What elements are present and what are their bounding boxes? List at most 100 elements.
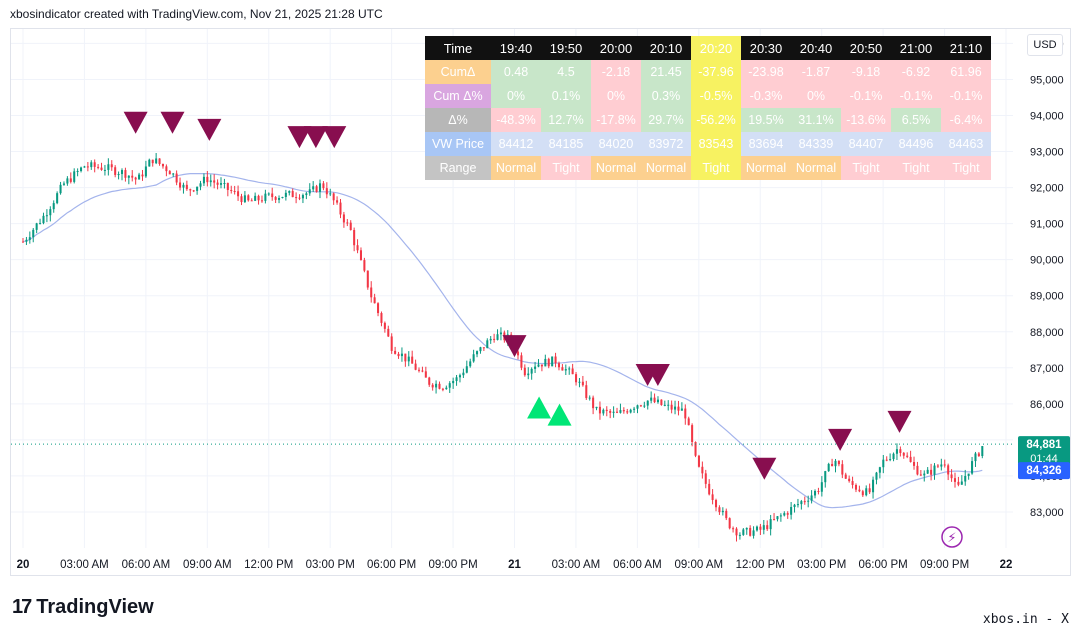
candle-body bbox=[25, 239, 28, 242]
candle-body bbox=[452, 380, 455, 384]
sell-signal-marker bbox=[887, 410, 912, 433]
candle-body bbox=[264, 193, 267, 201]
candle-body bbox=[800, 501, 803, 505]
table-cell: 84020 bbox=[591, 132, 641, 156]
candle-body bbox=[667, 404, 670, 406]
table-cell: 0.3% bbox=[641, 84, 691, 108]
candle-body bbox=[820, 482, 823, 492]
candle-body bbox=[237, 191, 240, 197]
candle-body bbox=[554, 356, 557, 364]
y-tick-label: 91,000 bbox=[1030, 219, 1064, 231]
table-header-time: 20:30 bbox=[741, 36, 791, 60]
candle-body bbox=[779, 515, 782, 517]
table-cell: -13.6% bbox=[841, 108, 891, 132]
table-cell: Tight bbox=[841, 156, 891, 180]
candle-body bbox=[615, 411, 619, 413]
candle-body bbox=[598, 406, 601, 414]
candle-body bbox=[882, 459, 885, 468]
table-cell: -37.96 bbox=[691, 60, 741, 84]
footer-credit: xbos.in - X bbox=[982, 612, 1069, 627]
candle-body bbox=[329, 193, 332, 195]
candle-body bbox=[773, 519, 776, 521]
candle-body bbox=[469, 361, 472, 367]
candle-body bbox=[674, 406, 677, 410]
candle-body bbox=[32, 229, 35, 238]
candle-body bbox=[547, 358, 550, 367]
candle-body bbox=[417, 369, 421, 371]
table-header-time: 19:50 bbox=[541, 36, 591, 60]
candle-body bbox=[288, 191, 291, 193]
candle-body bbox=[561, 367, 564, 371]
candle-body bbox=[356, 245, 359, 251]
candle-body bbox=[837, 460, 840, 465]
candle-body bbox=[39, 223, 42, 225]
table-row-label: Δ% bbox=[425, 108, 491, 132]
sell-signal-marker bbox=[287, 126, 312, 149]
candle-body bbox=[701, 466, 704, 474]
candle-body bbox=[42, 215, 45, 224]
candle-body bbox=[161, 163, 164, 167]
candle-countdown-label: 01:44 bbox=[1030, 453, 1058, 465]
x-tick-label: 12:00 PM bbox=[736, 559, 785, 571]
sell-signal-marker bbox=[123, 111, 148, 134]
candle-body bbox=[35, 223, 38, 230]
table-cell: -2.18 bbox=[591, 60, 641, 84]
candle-body bbox=[540, 364, 543, 367]
candle-body bbox=[103, 169, 106, 171]
candle-body bbox=[476, 351, 479, 355]
table-cell: Normal bbox=[491, 156, 541, 180]
table-cell: 4.5 bbox=[541, 60, 591, 84]
candle-body bbox=[602, 409, 605, 414]
candle-body bbox=[83, 166, 86, 168]
candle-body bbox=[390, 336, 393, 351]
candle-body bbox=[643, 405, 646, 407]
candle-body bbox=[332, 193, 335, 201]
x-tick-label: 03:00 PM bbox=[797, 559, 846, 571]
candle-body bbox=[56, 193, 59, 204]
last-price-label: 84,881 bbox=[1026, 439, 1062, 451]
candle-body bbox=[564, 369, 567, 371]
candle-body bbox=[148, 159, 151, 167]
delta-table: Time 19:40 19:50 20:00 20:10 20:20 20:30 20:40 2… bbox=[425, 36, 991, 180]
candle-body bbox=[974, 453, 977, 462]
candle-body bbox=[660, 399, 663, 405]
table-row-label: VW Price bbox=[425, 132, 491, 156]
sell-signal-marker bbox=[160, 111, 185, 134]
candle-body bbox=[312, 186, 315, 190]
candle-body bbox=[110, 164, 113, 168]
candle-body bbox=[274, 197, 277, 200]
candle-body bbox=[810, 495, 813, 501]
table-cell: Tight bbox=[891, 156, 941, 180]
candle-body bbox=[165, 166, 168, 172]
candle-body bbox=[339, 202, 342, 215]
table-cell: Normal bbox=[641, 156, 691, 180]
table-cell: -9.18 bbox=[841, 60, 891, 84]
candle-body bbox=[219, 183, 223, 185]
table-cell: 84407 bbox=[841, 132, 891, 156]
x-tick-label: 12:00 PM bbox=[244, 559, 293, 571]
candle-body bbox=[527, 373, 530, 376]
candle-body bbox=[742, 529, 745, 535]
currency-button[interactable]: USD bbox=[1027, 34, 1063, 56]
candle-body bbox=[807, 500, 810, 502]
candle-body bbox=[66, 178, 69, 184]
candle-body bbox=[233, 190, 236, 192]
candle-body bbox=[530, 368, 533, 374]
candle-body bbox=[694, 441, 697, 456]
candle-body bbox=[633, 408, 636, 410]
y-tick-label: 95,000 bbox=[1030, 74, 1064, 86]
candle-body bbox=[202, 176, 205, 184]
table-cell: 0.1% bbox=[541, 84, 591, 108]
x-tick-label: 20 bbox=[17, 559, 30, 571]
candle-body bbox=[400, 353, 403, 357]
table-cell: 29.7% bbox=[641, 108, 691, 132]
candle-body bbox=[595, 406, 598, 409]
candle-body bbox=[622, 410, 625, 412]
candle-body bbox=[424, 371, 427, 378]
candle-body bbox=[86, 166, 89, 168]
candle-body bbox=[875, 472, 878, 480]
table-cell: 84339 bbox=[791, 132, 841, 156]
table-cell: -17.8% bbox=[591, 108, 641, 132]
candle-body bbox=[902, 452, 905, 456]
candle-body bbox=[373, 297, 376, 304]
